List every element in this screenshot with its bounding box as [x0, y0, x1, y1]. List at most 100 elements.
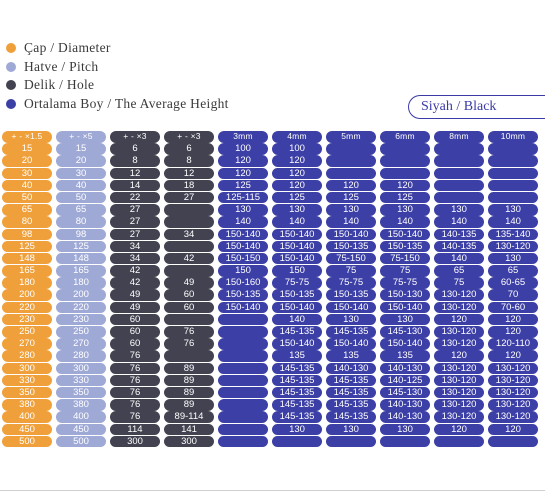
- table-cell: 20: [56, 155, 106, 167]
- table-cell: 50: [2, 191, 52, 204]
- table-cell: 380: [56, 399, 106, 411]
- table-cell: 150-150: [218, 252, 268, 265]
- table-cell: 200: [56, 289, 106, 301]
- column-header: 3mm: [218, 131, 268, 143]
- table-cell: 130-120: [434, 411, 484, 423]
- table-cell: 150-140: [326, 338, 376, 350]
- table-cell: 180: [2, 277, 52, 289]
- table-cell: 120-110: [488, 338, 538, 350]
- column-height-3mm: 3mm 100 120 120 125 125-115 130 140 150-140 150-1…: [218, 131, 268, 448]
- dark-gray-dot-icon: [6, 80, 16, 91]
- table-cell: 100: [218, 143, 268, 155]
- divider: [0, 490, 545, 491]
- table-cell: 120: [488, 423, 538, 435]
- table-cell: 120: [218, 167, 268, 180]
- table-cell: [164, 313, 214, 326]
- table-cell: 145-135: [272, 411, 322, 423]
- table-cell: 42: [164, 252, 214, 265]
- table-cell: 250: [2, 326, 52, 338]
- table-cell: 300: [2, 362, 52, 375]
- legend-item: Çap / Diameter: [6, 39, 229, 58]
- table-cell: 150-135: [380, 240, 430, 253]
- table-cell: 27: [110, 216, 160, 228]
- table-cell: 27: [110, 204, 160, 216]
- column-hole-b: + - ×3 6 8 12 18 27 34 42 49 60 60 76 76 89 89 89 89 89-1…: [164, 131, 214, 448]
- table-cell: 8: [164, 155, 214, 167]
- table-cell: 130: [272, 204, 322, 216]
- table-cell: 145-135: [272, 362, 322, 375]
- table-cell: [434, 143, 484, 155]
- table-cell: 220: [56, 301, 106, 314]
- table-cell: 130: [488, 204, 538, 216]
- table-cell: 20: [2, 155, 52, 167]
- legend-item: Hatve / Pitch: [6, 58, 229, 77]
- table-cell: [218, 338, 268, 350]
- table-cell: [218, 386, 268, 399]
- table-cell: 130-120: [434, 326, 484, 338]
- table-cell: 34: [110, 240, 160, 253]
- table-cell: 76: [164, 326, 214, 338]
- table-cell: 300: [110, 435, 160, 448]
- table-cell: [326, 435, 376, 448]
- table-cell: 150-140: [380, 301, 430, 314]
- table-cell: 150-140: [380, 228, 430, 240]
- table-cell: 130-120: [434, 301, 484, 314]
- table-cell: 14: [110, 179, 160, 192]
- table-cell: [218, 423, 268, 435]
- table-cell: 280: [2, 350, 52, 362]
- table-cell: 140: [488, 216, 538, 228]
- table-cell: 330: [2, 374, 52, 387]
- table-cell: [434, 179, 484, 192]
- table-cell: 75-75: [272, 277, 322, 289]
- table-cell: 42: [110, 277, 160, 289]
- table-cell: 230: [56, 313, 106, 326]
- table-cell: [488, 435, 538, 448]
- table-cell: 89: [164, 386, 214, 399]
- table-cell: 145-130: [380, 386, 430, 399]
- table-cell: 76: [110, 374, 160, 387]
- table-cell: 49: [164, 277, 214, 289]
- table-cell: 145-135: [326, 399, 376, 411]
- table-cell: 125: [326, 191, 376, 204]
- column-hole-a: + - ×3 6 8 12 14 22 27 27 27 34 34 42 42 49 49 60 60 60 76…: [110, 131, 160, 448]
- table-cell: 145-135: [326, 411, 376, 423]
- table-cell: 145-135: [272, 386, 322, 399]
- table-cell: 500: [2, 435, 52, 448]
- table-cell: 145-135: [326, 326, 376, 338]
- table-cell: 130: [326, 313, 376, 326]
- table-cell: 150-135: [272, 289, 322, 301]
- table-cell: 230: [2, 313, 52, 326]
- table-cell: 120: [488, 313, 538, 326]
- table-cell: 145-135: [272, 374, 322, 387]
- column-header: + - ×3: [110, 131, 160, 143]
- column-header: + - ×5: [56, 131, 106, 143]
- table-cell: 150-140: [380, 338, 430, 350]
- table-cell: 120: [272, 167, 322, 180]
- table-cell: 89: [164, 399, 214, 411]
- table-cell: 65: [56, 204, 106, 216]
- table-cell: [326, 167, 376, 180]
- table-cell: 450: [56, 423, 106, 435]
- table-cell: 12: [164, 167, 214, 180]
- table-cell: [272, 435, 322, 448]
- table-cell: 150-135: [218, 289, 268, 301]
- table-cell: 150-140: [218, 228, 268, 240]
- table-cell: 140-130: [380, 362, 430, 375]
- table-cell: [434, 167, 484, 180]
- table-cell: 150-140: [326, 228, 376, 240]
- column-pitch: + - ×5 15 20 30 40 50 65 80 98 125 148 165 180 200 220…: [56, 131, 106, 448]
- table-cell: 145-135: [272, 399, 322, 411]
- table-cell: [164, 265, 214, 277]
- table-cell: 140-130: [326, 362, 376, 375]
- column-header: 10mm: [488, 131, 538, 143]
- legend-item: Delik / Hole: [6, 76, 229, 95]
- table-cell: 140-130: [380, 411, 430, 423]
- table-cell: [488, 167, 538, 180]
- table-cell: 60-65: [488, 277, 538, 289]
- table-cell: 150: [272, 265, 322, 277]
- table-cell: 280: [56, 350, 106, 362]
- table-cell: 130-120: [434, 289, 484, 301]
- table-cell: [380, 143, 430, 155]
- table-cell: [434, 155, 484, 167]
- column-header: 5mm: [326, 131, 376, 143]
